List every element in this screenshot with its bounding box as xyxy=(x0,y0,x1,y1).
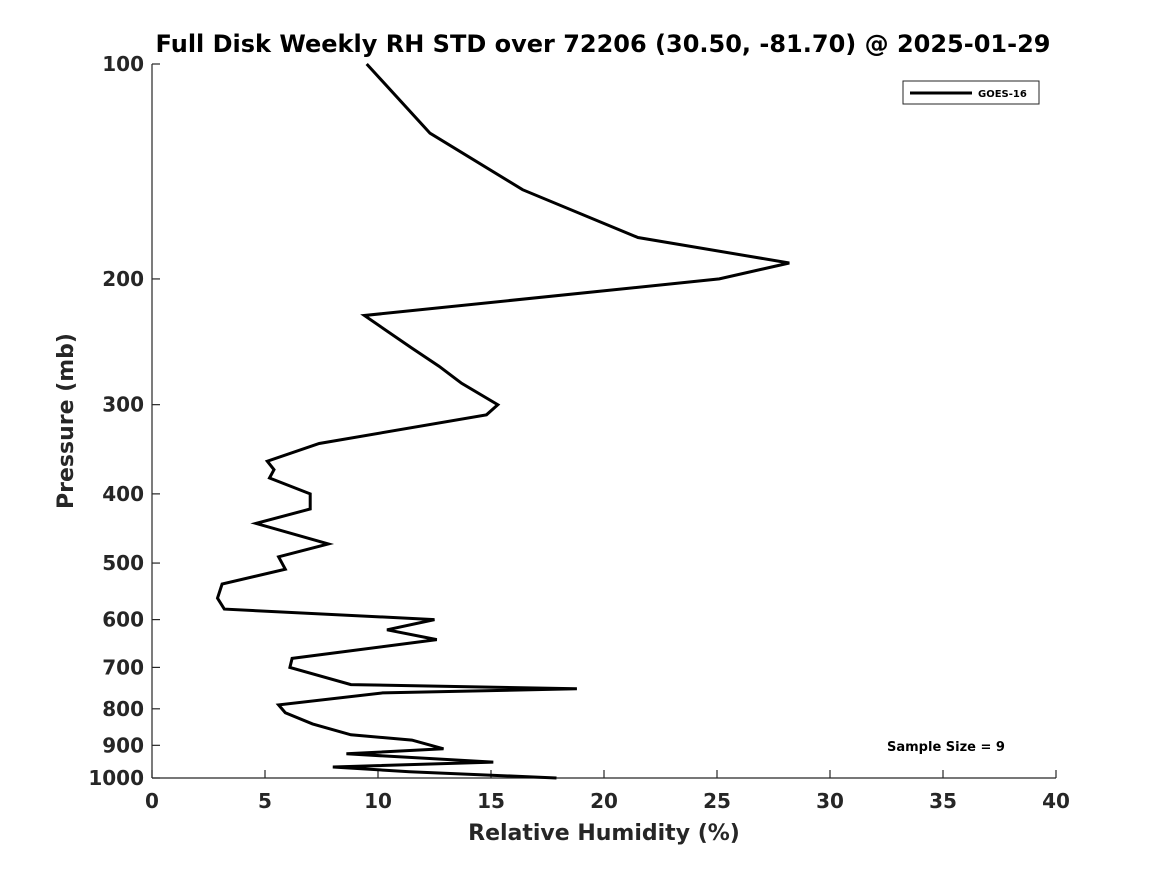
x-tick-label: 35 xyxy=(929,789,957,813)
x-tick-label: 5 xyxy=(258,789,272,813)
x-axis-ticks: 0 5 10 15 20 25 30 35 40 xyxy=(145,770,1070,813)
y-tick-label: 400 xyxy=(102,482,144,506)
y-tick-label: 200 xyxy=(102,267,144,291)
y-axis-ticks: 100 200 300 400 500 600 700 800 900 1000 xyxy=(88,52,160,790)
y-tick-label: 1000 xyxy=(88,766,144,790)
x-tick-label: 10 xyxy=(364,789,392,813)
x-tick-label: 40 xyxy=(1042,789,1070,813)
y-tick-label: 500 xyxy=(102,551,144,575)
series-layer xyxy=(215,62,790,780)
legend: GOES-16 xyxy=(902,80,1040,105)
y-tick-label: 300 xyxy=(102,393,144,417)
x-axis-label: Relative Humidity (%) xyxy=(468,821,740,846)
y-tick-label: 600 xyxy=(102,608,144,632)
x-tick-label: 15 xyxy=(477,789,505,813)
x-tick-label: 0 xyxy=(145,789,159,813)
y-tick-label: 100 xyxy=(102,52,144,76)
y-tick-label: 700 xyxy=(102,655,144,679)
x-tick-label: 30 xyxy=(816,789,844,813)
sample-size-annotation: Sample Size = 9 xyxy=(887,740,1005,755)
y-tick-label: 800 xyxy=(102,697,144,721)
y-axis-label: Pressure (mb) xyxy=(54,333,79,509)
legend-label-goes16: GOES-16 xyxy=(978,89,1027,100)
x-tick-label: 25 xyxy=(703,789,731,813)
chart-title: Full Disk Weekly RH STD over 72206 (30.5… xyxy=(156,30,1051,58)
y-tick-label: 900 xyxy=(102,733,144,757)
x-tick-label: 20 xyxy=(590,789,618,813)
series-line-goes16 xyxy=(215,62,790,780)
